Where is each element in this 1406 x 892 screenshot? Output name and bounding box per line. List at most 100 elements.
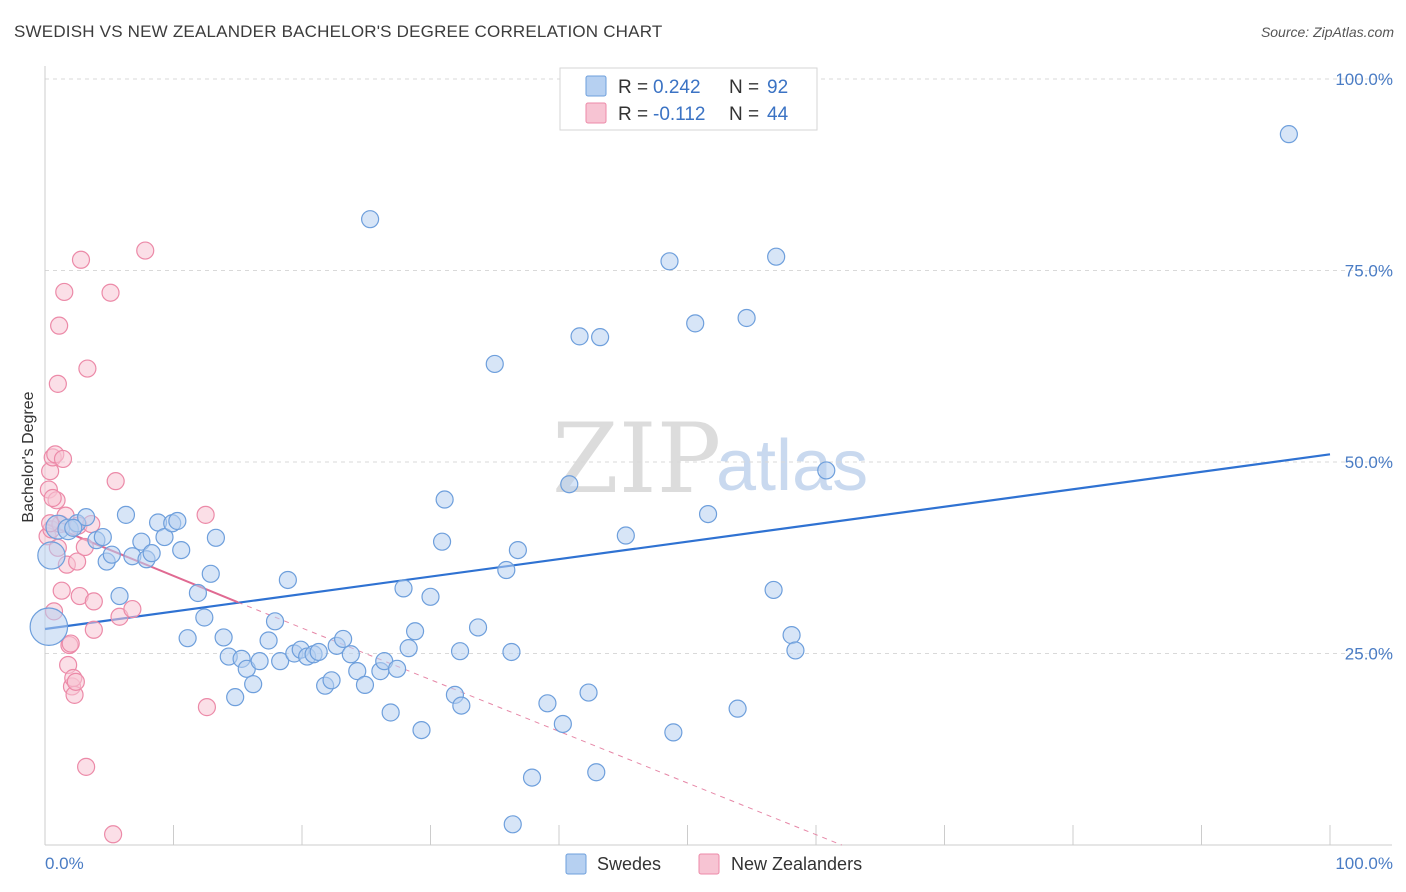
swedes-point [168,511,187,531]
swedes-point [782,626,801,645]
swedes-trend [44,453,1331,631]
watermark: ZIP atlas [552,403,868,515]
legend-swatch-swedes [585,75,607,97]
legend-r-label-2: R = [618,104,648,125]
swedes-point [348,662,367,681]
swedes-point [102,545,121,564]
new-zealanders-point [196,505,215,524]
swedes-point [1279,125,1298,144]
swedes-point [278,570,297,590]
new-zealanders-point [52,581,71,600]
swedes-point [188,583,208,603]
swedes-point [195,608,214,627]
new-zealanders-point [55,282,74,302]
y-tick-label: 75.0% [1345,262,1393,281]
swedes-point [698,504,718,524]
swedes-point [178,629,197,648]
swedes-point [309,642,328,662]
swedes-point [244,675,263,694]
swedes-point [142,544,161,563]
legend-n-label-2: N = [729,104,759,125]
bottom-legend-swatch-new-zealanders [698,853,720,875]
watermark-atlas: atlas [716,426,868,506]
swedes-point [686,314,705,333]
swedes-point [660,252,679,271]
new-zealanders-point [106,472,125,491]
legend-n-value-1: 92 [767,77,788,98]
swedes-point [570,327,589,346]
swedes-point [553,714,572,734]
swedes-point [29,607,69,646]
watermark-zip: ZIP [552,403,721,515]
swedes-point [387,659,407,678]
swedes-point [560,475,579,494]
swedes-point [728,699,747,718]
new-zealanders-point [101,283,120,302]
swedes-point [116,505,136,524]
swedes-point [77,508,96,527]
y-tick-label: 25.0% [1345,645,1393,664]
new-zealanders-point [84,592,103,611]
new-zealanders-point [197,698,217,717]
swedes-points [29,125,1298,834]
bottom-legend-swedes: Swedes [597,854,661,874]
swedes-point [361,210,380,229]
swedes-point [538,694,557,713]
legend-r-value-1: 0.242 [653,77,701,98]
swedes-point [421,587,440,606]
legend-r-label-1: R = [618,77,648,98]
swedes-point [394,579,413,598]
swedes-point [206,528,226,547]
legend-n-label-1: N = [729,77,759,98]
swedes-point [271,652,290,671]
swedes-point [93,527,112,547]
new-zealanders-trend-extension [237,601,842,846]
new-zealanders-point [123,599,142,619]
swedes-point [452,696,471,715]
bottom-legend-swatch-swedes [565,853,587,875]
new-zealanders-point [50,316,69,335]
new-zealanders-point [48,374,67,393]
chart-title: SWEDISH VS NEW ZEALANDER BACHELOR'S DEGR… [14,22,663,41]
swedes-point [265,612,285,631]
swedes-point [432,532,452,551]
swedes-point [764,580,783,600]
swedes-point [497,560,516,580]
legend-r-value-2: -0.112 [653,104,705,125]
new-zealanders-point [84,620,103,639]
new-zealanders-point [71,250,91,269]
swedes-point [250,652,269,671]
new-zealanders-point [43,488,62,508]
swedes-point [226,688,245,707]
swedes-point [132,532,151,551]
chart-source: Source: ZipAtlas.com [1260,24,1394,40]
new-zealanders-point [68,552,87,571]
legend-n-value-2: 44 [767,104,789,125]
swedes-point [616,526,635,545]
swedes-point [485,354,504,374]
swedes-point [450,642,470,661]
bottom-legend: Swedes New Zealanders [565,853,862,875]
swedes-point [502,642,521,662]
y-axis-label: Bachelor's Degree [20,391,37,522]
swedes-point [786,641,805,660]
new-zealanders-points [38,241,217,844]
new-zealanders-point [61,634,80,653]
x-tick-label: 0.0% [45,854,84,873]
swedes-point [355,675,375,695]
swedes-point [412,720,431,740]
tick-labels: 25.0% 50.0% 75.0% 100.0% 0.0% 100.0% [45,70,1393,873]
swedes-point [259,631,278,650]
swedes-point [381,703,400,722]
new-zealanders-point [78,359,97,378]
swedes-point [591,328,610,347]
swedes-point [399,639,418,658]
new-zealanders-point [104,825,123,844]
swedes-point [214,628,233,647]
x-tick-label: 100.0% [1335,854,1393,873]
swedes-point [737,308,756,328]
new-zealanders-point [53,449,73,469]
swedes-trend-line [44,453,1331,631]
swedes-point [201,564,220,583]
swedes-point [817,461,836,480]
